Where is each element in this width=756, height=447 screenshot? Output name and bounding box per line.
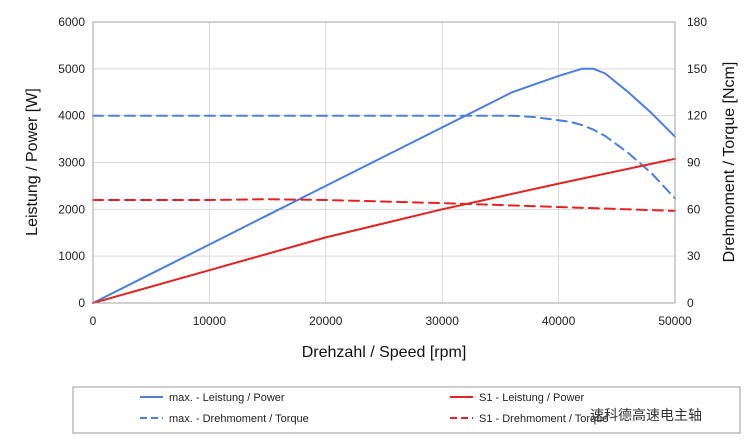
- y-axis-left-title: Leistung / Power [W]: [24, 88, 41, 236]
- watermark-text: 速科德高速电主轴: [590, 407, 702, 424]
- x-tick-label: 50000: [658, 314, 692, 328]
- y-left-tick-label: 6000: [58, 15, 85, 29]
- series-line-1: [92, 67, 676, 304]
- y-right-tick-label: 120: [687, 109, 707, 123]
- x-tick-label: 0: [90, 314, 97, 328]
- series-line-2: [92, 114, 676, 200]
- y-left-tick-label: 0: [78, 296, 85, 310]
- legend-label-3: S1 - Leistung / Power: [479, 392, 585, 404]
- y-right-tick-label: 0: [687, 296, 694, 310]
- axis-layer: 0 1000 2000 3000 4000 5000 6000 0 30 60 90 120 150 18…: [58, 15, 707, 328]
- x-tick-label: 20000: [309, 314, 343, 328]
- x-tick-label: 30000: [426, 314, 460, 328]
- series-layer: [92, 67, 676, 304]
- y-left-tick-label: 3000: [58, 156, 85, 170]
- y-left-tick-label: 1000: [58, 249, 85, 263]
- series-line-3: [92, 157, 676, 304]
- y-right-tick-label: 60: [687, 202, 701, 216]
- x-tick-label: 40000: [542, 314, 576, 328]
- legend-label-2: max. - Drehmoment / Torque: [169, 413, 309, 425]
- y-right-tick-label: 30: [687, 249, 701, 263]
- y-right-tick-label: 180: [687, 15, 707, 29]
- legend: max. - Leistung / Power max. - Drehmoment…: [140, 392, 608, 425]
- y-left-tick-label: 4000: [58, 109, 85, 123]
- y-axis-right-title: Drehmoment / Torque [Ncm]: [721, 62, 738, 263]
- plot-frame: [92, 21, 676, 304]
- y-right-tick-label: 150: [687, 62, 707, 76]
- legend-label-4: S1 - Drehmoment / Torque: [479, 413, 608, 425]
- legend-label-1: max. - Leistung / Power: [169, 392, 285, 404]
- x-axis-title: Drehzahl / Speed [rpm]: [302, 344, 467, 361]
- y-left-tick-label: 2000: [58, 202, 85, 216]
- legend-box: [72, 386, 741, 434]
- y-right-tick-label: 90: [687, 156, 701, 170]
- series-line-4: [92, 198, 676, 212]
- y-left-tick-label: 5000: [58, 62, 85, 76]
- x-tick-label: 10000: [193, 314, 227, 328]
